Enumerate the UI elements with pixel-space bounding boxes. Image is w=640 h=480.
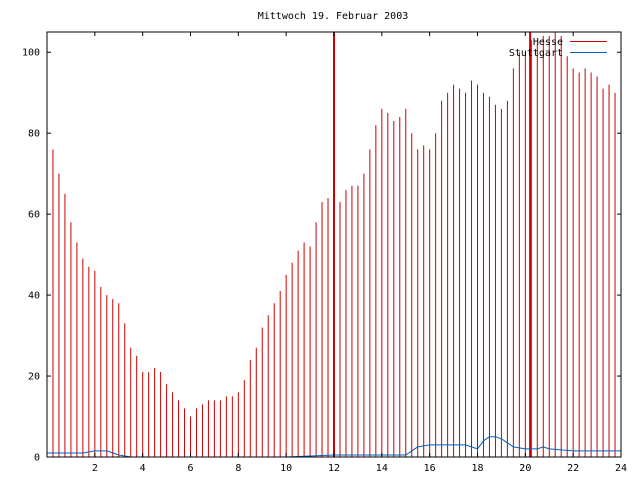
x-tick-label: 4 [140,463,146,474]
y-tick-label: 20 [28,372,40,383]
legend: Hesse Stuttgart [509,37,607,59]
x-tick-label: 18 [471,463,483,474]
chart-title: Mittwoch 19. Februar 2003 [258,11,409,22]
y-tick-label: 60 [28,210,40,221]
marker-lines [333,32,532,457]
y-tick-label: 80 [28,129,40,140]
x-tick-label: 6 [187,463,193,474]
stuttgart-series-line [47,436,621,458]
y-tick-label: 0 [34,453,40,464]
x-tick-label: 14 [376,463,388,474]
y-tick-label: 40 [28,291,40,302]
legend-label-hesse: Hesse [533,37,563,48]
hesse-bars [46,32,622,457]
x-tick-label: 10 [280,463,292,474]
y-tick-label: 100 [22,48,40,59]
x-tick-label: 22 [567,463,579,474]
x-tick-label: 8 [235,463,241,474]
x-tick-label: 24 [615,463,627,474]
legend-label-stuttgart: Stuttgart [509,48,563,59]
x-tick-label: 12 [328,463,340,474]
x-tick-label: 20 [519,463,531,474]
x-tick-label: 2 [92,463,98,474]
x-tick-label: 16 [424,463,436,474]
stuttgart-line [47,436,621,458]
